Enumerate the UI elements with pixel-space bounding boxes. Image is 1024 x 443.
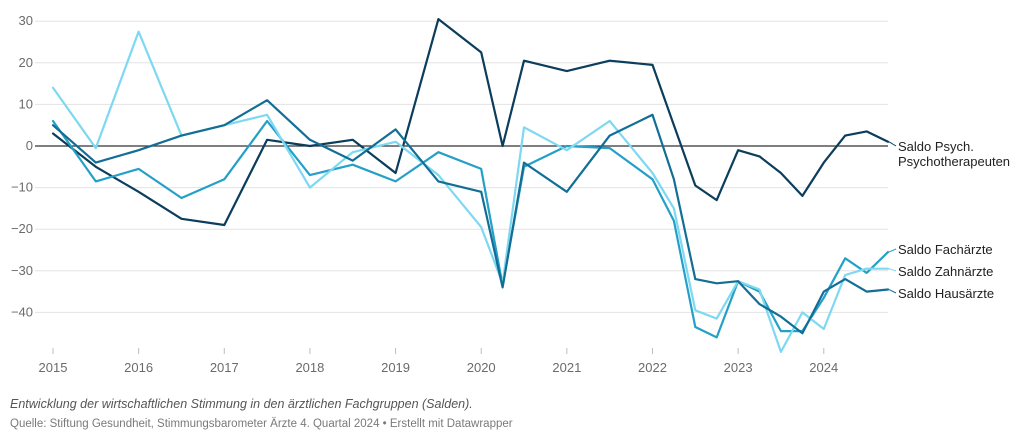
y-tick-label: 30	[19, 13, 33, 28]
series-label: Psychotherapeuten	[898, 154, 1010, 169]
series-line-0	[51, 18, 890, 227]
x-tick-label: 2024	[809, 360, 838, 375]
x-tick-label: 2017	[210, 360, 239, 375]
series-line-3	[51, 99, 890, 335]
line-chart: 30 20 10 0 −10 −20 −30 −40 2015 2016 2017 2018 2019…	[11, 13, 1010, 375]
x-tick-label: 2022	[638, 360, 667, 375]
series-label: Saldo Zahnärzte	[898, 264, 993, 279]
series-label: Saldo Hausärzte	[898, 286, 994, 301]
x-tick-label: 2021	[552, 360, 581, 375]
y-tick-label: 10	[19, 96, 33, 111]
grid-lines	[35, 20, 888, 313]
x-tick-label: 2019	[381, 360, 410, 375]
chart-source: Quelle: Stiftung Gesundheit, Stimmungsba…	[10, 418, 513, 430]
chart-caption: Entwicklung der wirtschaftlichen Stimmun…	[10, 397, 473, 411]
y-tick-label: 20	[19, 55, 33, 70]
x-tick-label: 2015	[39, 360, 68, 375]
series-label-connector	[888, 268, 897, 272]
y-tick-label: −20	[11, 221, 33, 236]
x-tick-label: 2020	[467, 360, 496, 375]
y-tick-label: −40	[11, 304, 33, 319]
x-tick-label: 2018	[295, 360, 324, 375]
y-tick-label: −10	[11, 180, 33, 195]
x-tick-label: 2023	[724, 360, 753, 375]
series-label-connector	[888, 248, 897, 253]
x-tick-label: 2016	[124, 360, 153, 375]
series-label: Saldo Psych.	[898, 139, 974, 154]
series-label-connector	[888, 141, 897, 147]
series-label-connector	[888, 289, 897, 294]
y-tick-label: −30	[11, 263, 33, 278]
series-labels: Saldo Psych.Psychotherapeuten Saldo Fachä…	[888, 139, 1010, 301]
series-line-2	[51, 30, 890, 353]
series-line-1	[51, 119, 890, 339]
x-axis-ticks: 2015 2016 2017 2018 2019 2020 2021 2022 2023 2024	[39, 348, 838, 375]
y-tick-label: 0	[26, 138, 33, 153]
series-label: Saldo Fachärzte	[898, 242, 993, 257]
y-axis-ticks: 30 20 10 0 −10 −20 −30 −40	[11, 13, 33, 319]
series-lines	[51, 18, 890, 353]
